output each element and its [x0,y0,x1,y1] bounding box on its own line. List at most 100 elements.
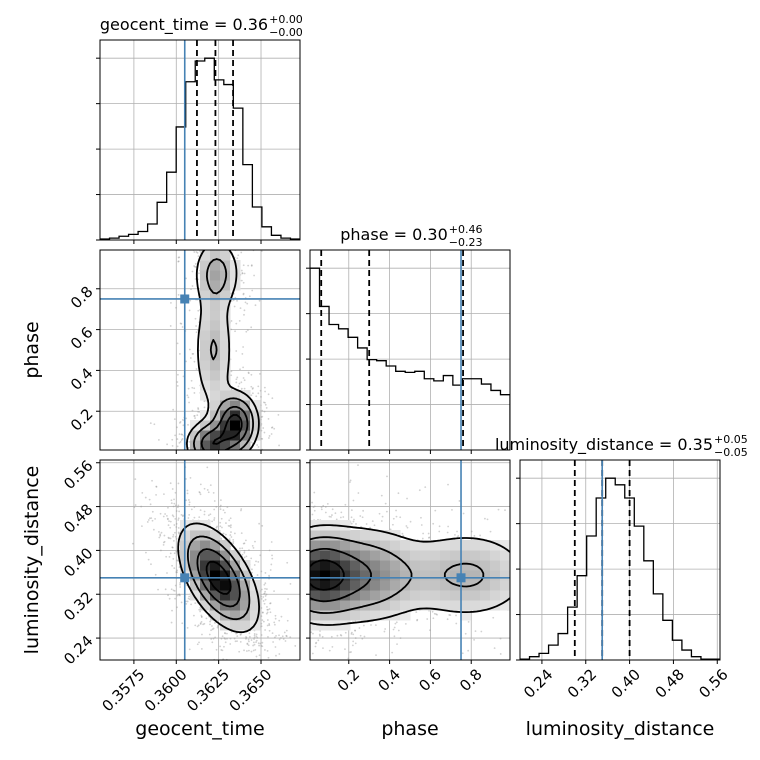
sample-point [526,610,528,612]
sample-point [178,353,181,355]
sample-point [189,299,192,302]
sample-point [259,372,261,375]
density-cell [470,570,481,581]
density-cell [410,560,421,571]
sample-point [260,597,263,600]
sample-point [275,573,277,575]
sample-point [203,510,206,513]
sample-point [302,558,304,560]
sample-point [177,455,179,457]
density-cell [330,560,341,571]
density-cell [480,540,491,551]
sample-point [380,494,383,497]
sample-point [174,504,177,507]
sample-point [230,388,233,391]
density-cell [380,590,391,601]
sample-point [221,224,223,226]
sample-point [278,638,281,641]
sample-point [261,415,264,418]
sample-point [212,637,215,640]
sample-point [181,437,184,440]
sample-point [297,585,299,587]
sample-point [243,524,245,526]
sample-point [331,514,333,516]
sample-point [262,600,265,602]
sample-point [199,509,202,512]
sample-point [284,646,286,648]
sample-point [305,608,307,610]
sample-point [307,545,309,547]
sample-point [383,630,386,633]
sample-point [224,638,227,640]
xtick-label-geocent_time: 0.3650 [226,665,276,715]
sample-point [232,299,235,302]
density-cell [320,580,331,591]
sample-point [270,563,273,566]
sample-point [215,476,217,478]
sample-point [427,532,430,535]
sample-point [392,628,395,631]
sample-point [273,620,275,622]
sample-point [273,427,276,430]
sample-point [235,469,237,471]
sample-point [203,455,205,457]
sample-point [249,661,251,663]
sample-point [179,583,181,586]
sample-point [293,544,295,546]
sample-point [279,637,282,639]
sample-point [185,360,187,363]
sample-point [215,505,218,508]
density-cell [340,560,351,571]
sample-point [296,553,298,555]
sample-point [287,498,289,500]
sample-point [205,456,207,458]
sample-point [261,619,264,621]
sample-point [324,511,327,514]
sample-point [246,302,249,305]
sample-point [171,457,173,459]
sample-point [252,649,255,652]
sample-point [421,537,424,540]
sample-point [251,392,254,395]
density-cell [410,540,421,551]
sample-point [176,559,179,562]
sample-point [197,408,200,410]
sample-point [238,319,241,322]
sample-point [550,604,552,606]
sample-point [213,240,215,242]
sample-point [235,381,238,384]
density-cell [470,600,481,611]
sample-point [296,607,298,609]
sample-point [525,567,527,569]
sample-point [283,631,286,634]
sample-point [266,606,268,608]
ytick-label-phase: 0.8 [67,283,97,313]
sample-point [230,374,233,377]
sample-point [605,501,607,503]
sample-point [385,510,388,513]
sample-point [240,387,243,390]
sample-point [195,251,198,253]
grid-2-2 [520,460,720,660]
sample-point [206,244,208,246]
sample-point [229,453,231,455]
density-cell [400,600,411,611]
sample-point [250,373,253,376]
sample-point [261,557,263,559]
density-cell [400,560,411,571]
sample-point [245,555,248,558]
density-cell [220,360,231,371]
density-cell [330,600,341,611]
sample-point [179,420,182,423]
sample-point [262,596,265,598]
sample-point [193,265,196,267]
sample-point [190,508,193,511]
sample-point [248,632,251,635]
sample-point [177,256,180,259]
density-cell [450,540,461,551]
sample-point [455,622,458,625]
sample-point [393,635,396,638]
sample-point [164,588,167,591]
density-cell [330,610,341,621]
sample-point [435,613,437,616]
